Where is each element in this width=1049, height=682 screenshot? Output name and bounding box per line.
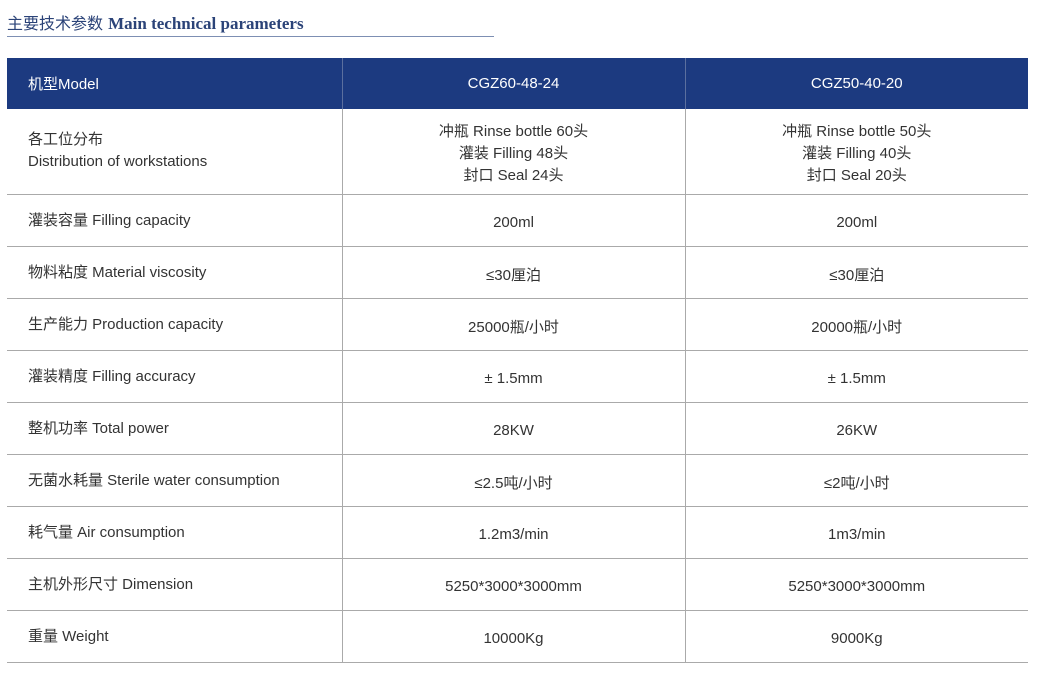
table-row: 整机功率 Total power 28KW 26KW [7, 402, 1028, 455]
header-model-1: CGZ60-48-24 [342, 58, 686, 109]
table-row: 生产能力 Production capacity 25000瓶/小时 20000瓶/… [7, 298, 1028, 351]
cell-value: 1m3/min [685, 506, 1028, 559]
row-label: 主机外形尺寸 Dimension [7, 558, 343, 611]
cell-value: 5250*3000*3000mm [342, 558, 686, 611]
row-label: 灌装精度 Filling accuracy [7, 350, 343, 403]
cell-value: 200ml [342, 194, 686, 247]
cell-value: 冲瓶 Rinse bottle 50头 灌装 Filling 40头 封口 Seal… [685, 109, 1028, 195]
table-row: 无菌水耗量 Sterile water consumption ≤2.5吨/小时 ≤… [7, 454, 1028, 507]
row-label: 无菌水耗量 Sterile water consumption [7, 454, 343, 507]
cell-value: ≤2.5吨/小时 [342, 454, 686, 507]
table-row: 重量 Weight 10000Kg 9000Kg [7, 610, 1028, 663]
cell-value: ± 1.5mm [685, 350, 1028, 403]
cell-value: 1.2m3/min [342, 506, 686, 559]
line: 封口 Seal 20头 [806, 166, 907, 184]
cell-value: 200ml [685, 194, 1028, 247]
line: 灌装 Filling 40头 [802, 144, 912, 162]
cell-value: 10000Kg [342, 610, 686, 663]
cell-value: ≤30厘泊 [685, 246, 1028, 299]
row-label: 各工位分布 Distribution of workstations [7, 109, 343, 195]
table-row: 物料粘度 Material viscosity ≤30厘泊 ≤30厘泊 [7, 246, 1028, 299]
parameters-table: 机型Model CGZ60-48-24 CGZ50-40-20 各工位分布 Dis… [7, 58, 1028, 663]
table-row: 灌装容量 Filling capacity 200ml 200ml [7, 194, 1028, 247]
row-label: 重量 Weight [7, 610, 343, 663]
cell-value: ≤30厘泊 [342, 246, 686, 299]
title-underline [7, 36, 494, 37]
label-zh: 各工位分布 [28, 131, 104, 148]
title-zh: 主要技术参数 [7, 14, 104, 33]
cell-value: ≤2吨/小时 [685, 454, 1028, 507]
label-en: Distribution of workstations [28, 153, 208, 170]
row-label: 物料粘度 Material viscosity [7, 246, 343, 299]
cell-value: 5250*3000*3000mm [685, 558, 1028, 611]
table-row: 耗气量 Air consumption 1.2m3/min 1m3/min [7, 506, 1028, 559]
table-header: 机型Model CGZ60-48-24 CGZ50-40-20 [7, 58, 1028, 109]
cell-value: 冲瓶 Rinse bottle 60头 灌装 Filling 48头 封口 Seal… [342, 109, 686, 195]
header-model-label: 机型Model [7, 58, 343, 109]
cell-value: 26KW [685, 402, 1028, 455]
cell-value: 20000瓶/小时 [685, 298, 1028, 351]
header-model-2: CGZ50-40-20 [685, 58, 1028, 109]
cell-value: 9000Kg [685, 610, 1028, 663]
row-label: 整机功率 Total power [7, 402, 343, 455]
table-row: 各工位分布 Distribution of workstations 冲瓶 Rin… [7, 109, 1028, 195]
line: 封口 Seal 24头 [463, 166, 564, 184]
row-label: 耗气量 Air consumption [7, 506, 343, 559]
row-label: 生产能力 Production capacity [7, 298, 343, 351]
title-en: Main technical parameters [108, 14, 304, 33]
cell-value: ± 1.5mm [342, 350, 686, 403]
line: 冲瓶 Rinse bottle 60头 [438, 122, 589, 140]
table-row: 灌装精度 Filling accuracy ± 1.5mm ± 1.5mm [7, 350, 1028, 403]
table-row: 主机外形尺寸 Dimension 5250*3000*3000mm 5250*300… [7, 558, 1028, 611]
line: 灌装 Filling 48头 [458, 144, 569, 162]
cell-value: 28KW [342, 402, 686, 455]
section-title: 主要技术参数 Main technical parameters [7, 10, 304, 34]
row-label: 灌装容量 Filling capacity [7, 194, 343, 247]
cell-value: 25000瓶/小时 [342, 298, 686, 351]
line: 冲瓶 Rinse bottle 50头 [782, 122, 932, 140]
